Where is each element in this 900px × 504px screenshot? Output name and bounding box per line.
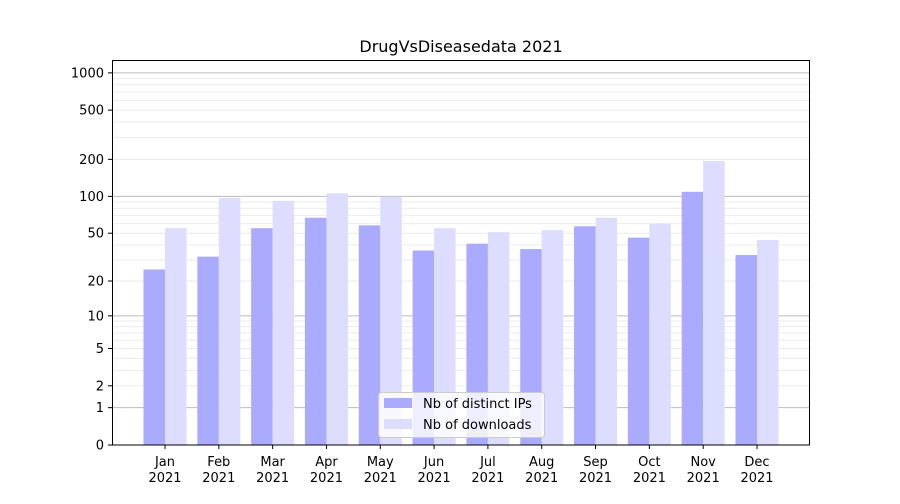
bar-downloads xyxy=(272,200,295,445)
bar-downloads xyxy=(757,239,779,445)
bar-distinct-ips xyxy=(197,256,219,445)
x-tick-label-month: Dec xyxy=(744,455,769,470)
x-tick-label-month: Mar xyxy=(260,455,285,470)
x-tick-label-month: Aug xyxy=(529,455,554,470)
x-tick-label-year: 2021 xyxy=(633,471,666,486)
y-tick-label: 200 xyxy=(79,153,104,168)
bar-distinct-ips xyxy=(574,226,596,445)
x-tick-label-year: 2021 xyxy=(364,471,397,486)
bar-downloads xyxy=(380,196,402,445)
bar-downloads xyxy=(703,160,725,446)
bar-downloads xyxy=(218,198,241,445)
legend-swatch xyxy=(384,398,412,408)
bar-downloads xyxy=(595,217,618,445)
x-tick-label-year: 2021 xyxy=(687,471,720,486)
x-tick-label-month: Feb xyxy=(207,455,230,470)
legend-swatch xyxy=(384,419,412,429)
bars xyxy=(143,160,779,446)
y-tick-label: 5 xyxy=(96,342,104,357)
y-tick-label: 10 xyxy=(87,309,104,324)
y-tick-label: 1000 xyxy=(71,66,104,81)
x-tick-label-year: 2021 xyxy=(579,471,612,486)
x-tick-label-month: Sep xyxy=(583,455,608,470)
chart-title: DrugVsDiseasedata 2021 xyxy=(359,37,562,56)
legend-label: Nb of distinct IPs xyxy=(423,397,532,412)
x-tick-label-year: 2021 xyxy=(740,471,773,486)
x-tick-label-year: 2021 xyxy=(471,471,504,486)
x-tick-label-year: 2021 xyxy=(148,471,181,486)
plot-frame xyxy=(112,60,810,446)
legend-label: Nb of downloads xyxy=(423,418,532,433)
bar-distinct-ips xyxy=(251,228,273,445)
x-tick-label-year: 2021 xyxy=(525,471,558,486)
x-axis: Jan2021Feb2021Mar2021Apr2021May2021Jun20… xyxy=(148,445,774,486)
legend: Nb of distinct IPs Nb of downloads xyxy=(378,392,545,438)
x-tick-label-month: Oct xyxy=(638,455,660,470)
x-tick-label-month: Jan xyxy=(154,455,175,470)
x-tick-label-month: Nov xyxy=(690,455,716,470)
y-tick-label: 20 xyxy=(87,275,104,290)
x-tick-label-year: 2021 xyxy=(310,471,343,486)
x-tick-label-month: Jun xyxy=(423,455,444,470)
bar-distinct-ips xyxy=(143,269,165,445)
bar-distinct-ips xyxy=(304,217,327,445)
bar-downloads xyxy=(326,193,348,445)
legend-box xyxy=(378,392,545,438)
x-tick-label-month: May xyxy=(367,455,394,470)
x-tick-label-year: 2021 xyxy=(418,471,451,486)
y-tick-label: 500 xyxy=(79,104,104,119)
x-tick-label-month: Apr xyxy=(315,455,338,470)
y-tick-label: 100 xyxy=(79,190,104,205)
x-tick-label-year: 2021 xyxy=(256,471,289,486)
bar-downloads xyxy=(649,223,671,445)
bar-distinct-ips xyxy=(627,237,650,445)
y-tick-label: 2 xyxy=(96,379,104,394)
bar-downloads xyxy=(434,228,456,445)
x-tick-label-month: Jul xyxy=(479,455,496,470)
bar-distinct-ips xyxy=(681,191,704,445)
bar-downloads xyxy=(165,228,187,445)
bar-distinct-ips xyxy=(358,225,381,445)
y-tick-label: 1 xyxy=(96,401,104,416)
bar-downloads xyxy=(487,232,510,445)
y-tick-label: 0 xyxy=(96,439,104,454)
x-tick-label-year: 2021 xyxy=(202,471,235,486)
bar-downloads xyxy=(541,230,564,445)
y-axis: 0 1 2 5 10 20 50 100 200 500 1000 xyxy=(71,66,112,454)
y-tick-label: 50 xyxy=(87,227,104,242)
bar-distinct-ips xyxy=(735,255,757,445)
